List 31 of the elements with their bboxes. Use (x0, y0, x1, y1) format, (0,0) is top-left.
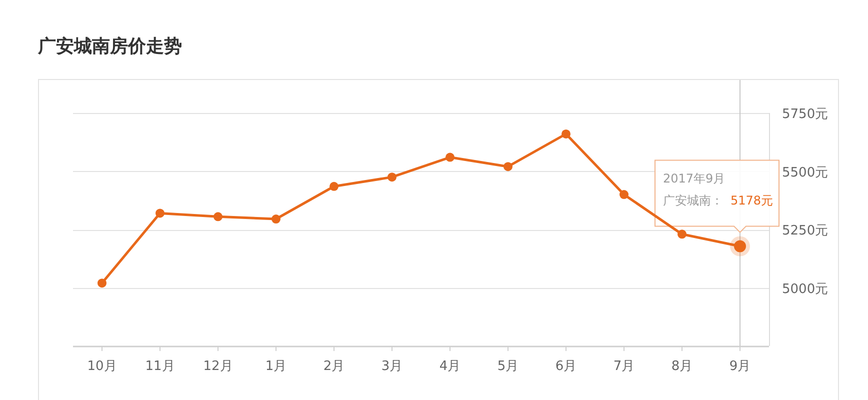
point (98, 278, 106, 288)
x-tick-label: 3月 (381, 359, 403, 374)
point (446, 152, 454, 162)
y-tick-label: 5250元 (782, 224, 828, 238)
x-tick-label: 1月 (265, 359, 287, 374)
x-tick-label: 8月 (671, 359, 693, 374)
y-tick-label: 5500元 (782, 165, 828, 180)
x-tick-label: 4月 (439, 359, 461, 374)
point (272, 214, 280, 224)
x-tick-label: 11月 (145, 359, 175, 374)
point (678, 230, 686, 239)
x-tick-label: 7月 (613, 359, 635, 374)
point (504, 162, 512, 172)
y-tick-label: 5000元 (782, 282, 828, 297)
point (388, 172, 396, 182)
series-label: 广安城南： (663, 193, 723, 208)
point (562, 129, 570, 138)
data-label: 5178元 (730, 193, 773, 208)
point (214, 212, 222, 222)
x-tick-label: 5月 (497, 359, 519, 374)
point (620, 190, 628, 200)
point (156, 208, 164, 218)
x-tick-label: 10月 (87, 359, 117, 374)
x-tick-label: 12月 (203, 359, 233, 374)
x-tick-label: 9月 (729, 359, 751, 374)
annotation: 2017年9月 (663, 171, 726, 186)
point (330, 182, 338, 191)
x-tick-label: 2月 (323, 359, 345, 374)
chart-title: 广安城南房价走势 (37, 36, 182, 57)
y-tick-label: 5750元 (782, 107, 828, 122)
x-tick-label: 6月 (555, 359, 577, 374)
